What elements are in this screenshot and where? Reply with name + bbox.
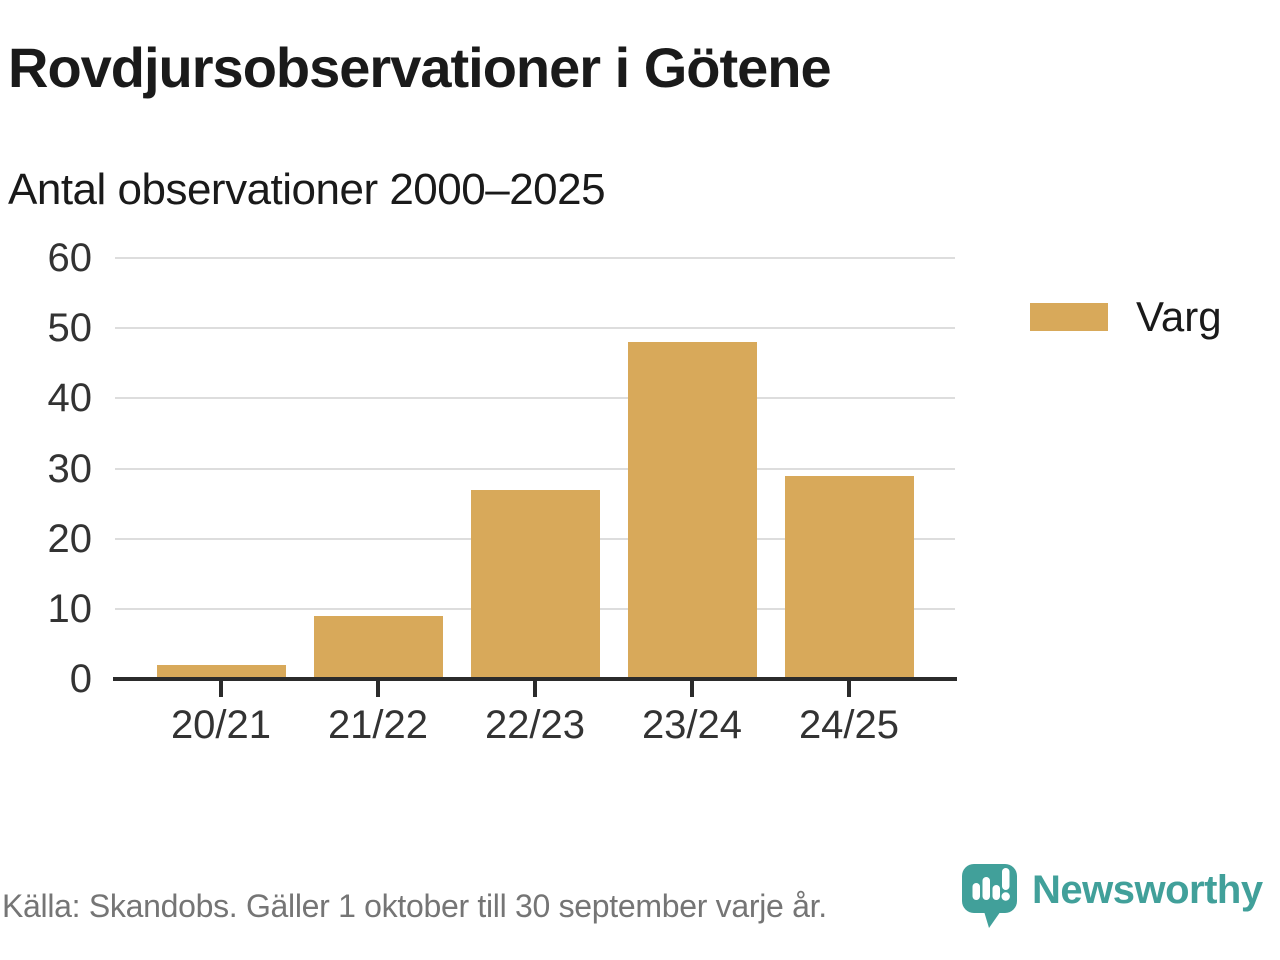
gridline xyxy=(115,327,955,330)
brand-wordmark: Newsworthy xyxy=(1032,868,1263,912)
y-tick-label: 0 xyxy=(69,657,92,701)
brand-logo: Newsworthy xyxy=(962,862,1263,936)
newsworthy-logo-icon xyxy=(962,864,1017,928)
y-tick-label: 40 xyxy=(47,376,93,421)
y-tick-label: 10 xyxy=(47,586,93,631)
bar xyxy=(470,489,600,679)
source-note: Källa: Skandobs. Gäller 1 oktober till 3… xyxy=(2,888,827,924)
x-tick-mark xyxy=(219,681,223,697)
bar xyxy=(313,615,443,679)
x-tick-label: 22/23 xyxy=(484,703,586,747)
x-tick-mark xyxy=(690,681,694,697)
legend-swatch xyxy=(1030,303,1108,331)
y-tick-label: 30 xyxy=(47,446,93,491)
bar xyxy=(784,475,914,679)
gridline xyxy=(115,257,955,259)
x-tick-label: 24/25 xyxy=(798,703,900,747)
bar xyxy=(627,342,757,679)
y-tick-label: 60 xyxy=(47,236,93,280)
y-tick-label: 20 xyxy=(47,516,93,561)
bar xyxy=(156,664,286,679)
x-axis-line xyxy=(113,677,957,681)
x-tick-mark xyxy=(376,681,380,697)
x-tick-mark xyxy=(533,681,537,697)
x-tick-label: 23/24 xyxy=(641,703,743,747)
x-tick-label: 21/22 xyxy=(327,703,429,747)
chart-subtitle: Antal observationer 2000–2025 xyxy=(8,165,606,214)
page-title: Rovdjursobservationer i Götene xyxy=(8,36,832,99)
legend-label: Varg xyxy=(1136,293,1222,340)
gridline xyxy=(115,467,955,470)
x-tick-label: 20/21 xyxy=(170,703,272,747)
y-tick-label: 50 xyxy=(47,306,93,351)
x-tick-mark xyxy=(847,681,851,697)
legend: Varg xyxy=(1030,293,1222,340)
gridline xyxy=(115,397,955,400)
